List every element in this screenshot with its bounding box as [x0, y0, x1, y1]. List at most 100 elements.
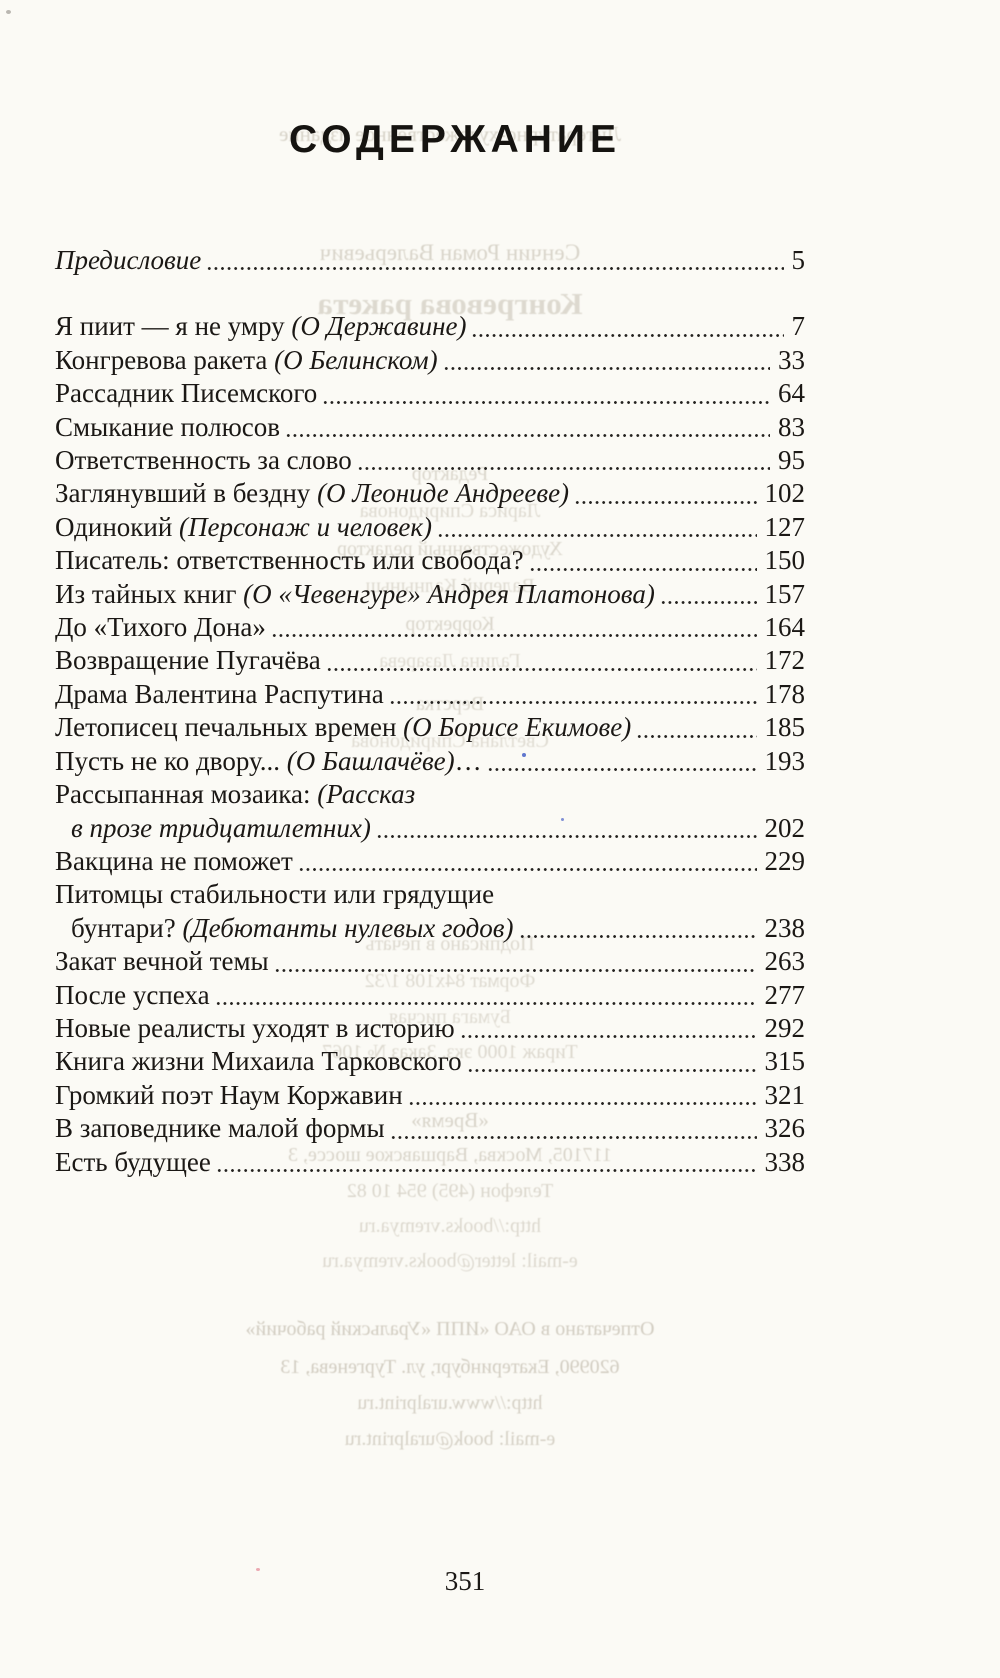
toc-title-segment: Закат вечной темы: [55, 946, 269, 977]
dot-leader: [297, 867, 757, 873]
toc-title-italic-segment: (О Державине): [291, 311, 467, 342]
toc-title-segment: Пусть не ко двору...: [55, 745, 287, 776]
dot-leader: [442, 366, 770, 372]
dot-leader: [325, 666, 757, 672]
toc-title-segment: Вакцина не поможет: [55, 845, 293, 876]
toc-title-italic-segment: (О Борисе Екимове): [403, 712, 632, 743]
toc-entry-page-number: 157: [764, 578, 806, 609]
toc-entry-title: После успеха: [55, 979, 210, 1012]
toc-title-segment: …: [454, 745, 482, 776]
toc-title-italic-segment: Предисловие: [55, 245, 202, 275]
toc-title-italic-segment: (Персонаж и человек): [179, 511, 432, 542]
toc-entry-title: Писатель: ответственность или свобода?: [55, 544, 524, 577]
toc-entry: После успеха 277: [55, 979, 805, 1012]
toc-title-italic-segment: (Рассказ: [317, 779, 416, 810]
dot-leader: [389, 1134, 757, 1140]
toc-title-italic-segment: (О Башлачёве): [286, 745, 455, 776]
dot-leader: [574, 499, 757, 505]
toc-entry-title: В заповеднике малой формы: [55, 1112, 385, 1145]
bleedthrough-ghost-text: e-mail: letter@books.vremya.ru: [322, 1250, 578, 1272]
toc-entry-page-number: 5: [791, 245, 806, 275]
toc-title-segment: Летописец печальных времен: [55, 712, 404, 743]
dot-leader: [459, 1034, 757, 1040]
toc-entry: бунтари? (Дебютанты нулевых годов) 238: [55, 912, 805, 945]
dot-leader: [273, 967, 757, 973]
toc-title-segment: В заповеднике малой формы: [55, 1113, 385, 1144]
toc-entry-title: Из тайных книг (О «Чевенгуре» Андрея Пла…: [55, 578, 655, 611]
toc-entry-page-number: 185: [764, 712, 806, 743]
dot-leader: [636, 733, 757, 739]
page-number: 351: [444, 1566, 486, 1596]
dot-leader: [471, 332, 784, 338]
toc-entry: Питомцы стабильности или грядущие: [55, 878, 805, 911]
dot-leader: [436, 533, 757, 539]
table-of-contents: Предисловие 5 Я пиит — я не умру (О Держав…: [55, 244, 805, 1179]
toc-title-italic-segment: (О Белинском): [274, 344, 438, 375]
toc-entry: Есть будущее 338: [55, 1146, 805, 1179]
toc-entry-title: Пусть не ко двору... (О Башлачёве)…: [55, 745, 482, 778]
toc-title-segment: Рассыпанная мозаика:: [55, 779, 318, 810]
toc-entry-title: Книга жизни Михаила Тарковского: [55, 1045, 462, 1078]
toc-title-segment: Смыкание полюсов: [55, 411, 281, 442]
toc-entry-title: Новые реалисты уходят в историю: [55, 1012, 455, 1045]
dot-leader: [486, 767, 757, 773]
toc-title-segment: Заглянувший в бездну: [55, 478, 318, 509]
toc-entry-title: Рассыпанная мозаика: (Рассказ: [55, 778, 415, 811]
dot-leader: [214, 1000, 757, 1006]
toc-title-segment: Драма Валентина Распутина: [55, 678, 384, 709]
toc-entry-page-number: 83: [778, 411, 805, 442]
toc-entry-page-number: 202: [764, 812, 806, 843]
toc-title-segment: Новые реалисты уходят в историю: [55, 1012, 455, 1043]
toc-entry: Книга жизни Михаила Тарковского 315: [55, 1045, 805, 1078]
toc-title-italic-segment: (Дебютанты нулевых годов): [182, 912, 514, 943]
toc-entry-title: Одинокий (Персонаж и человек): [55, 511, 432, 544]
toc-entry-title: Ответственность за слово: [55, 444, 352, 477]
toc-entry-title: Вакцина не поможет: [55, 845, 293, 878]
toc-entry-title: в прозе тридцатилетних): [71, 812, 371, 845]
toc-title-segment: Писатель: ответственность или свобода?: [55, 545, 524, 576]
toc-entry-title: Заглянувший в бездну (О Леониде Андрееве…: [55, 477, 569, 510]
toc-entry-page-number: 7: [791, 311, 806, 342]
toc-title-segment: Из тайных книг: [55, 578, 244, 609]
toc-entry-page-number: 315: [764, 1046, 806, 1077]
toc-entry: Драма Валентина Распутина 178: [55, 678, 805, 711]
page-title: СОДЕРЖАНИЕ: [289, 118, 621, 161]
toc-entry-page-number: 102: [764, 478, 806, 509]
toc-entry: в прозе тридцатилетних) 202: [55, 812, 805, 845]
toc-entry-page-number: 127: [764, 511, 806, 542]
toc-entry-page-number: 229: [764, 845, 806, 876]
bleedthrough-ghost-text: Телефон (495) 954 10 82: [346, 1180, 554, 1202]
toc-title-segment: Книга жизни Михаила Тарковского: [55, 1046, 462, 1077]
bleedthrough-ghost-text: 620990, Екатеринбург, ул. Тургенева, 13: [280, 1356, 620, 1378]
toc-title-segment: Одинокий: [55, 511, 180, 542]
toc-entry-title: До «Тихого Дона»: [55, 611, 266, 644]
toc-entry: Возвращение Пугачёва 172: [55, 644, 805, 677]
dot-leader: [388, 700, 757, 706]
toc-entry-title: Громкий поэт Наум Коржавин: [55, 1079, 403, 1112]
toc-entry-title: Предисловие: [55, 244, 201, 277]
toc-title-segment: Конгревова ракета: [55, 344, 275, 375]
toc-entry-page-number: 33: [778, 344, 805, 375]
dot-leader: [215, 1167, 757, 1173]
toc-entry-title: Я пиит — я не умру (О Державине): [55, 310, 466, 343]
dot-leader: [466, 1067, 757, 1073]
toc-entry: Я пиит — я не умру (О Державине) 7: [55, 310, 805, 343]
toc-entry-page-number: 164: [764, 612, 806, 643]
toc-title-italic-segment: (О Леониде Андрееве): [317, 478, 570, 509]
toc-title-italic-segment: (О «Чевенгуре» Андрея Платонова): [243, 578, 655, 609]
toc-entry-title: Закат вечной темы: [55, 945, 269, 978]
toc-title-segment: бунтари?: [71, 912, 183, 943]
toc-entry-page-number: 150: [764, 545, 806, 576]
dot-leader: [518, 934, 757, 940]
toc-entry-page-number: 338: [764, 1146, 806, 1177]
toc-title-segment: Я пиит — я не умру: [55, 311, 292, 342]
bleedthrough-ghost-text: http://books.vremya.ru: [358, 1215, 542, 1237]
toc-entry-title: бунтари? (Дебютанты нулевых годов): [71, 912, 514, 945]
dot-leader: [285, 433, 770, 439]
dot-leader: [356, 466, 770, 472]
dot-leader: [407, 1101, 757, 1107]
toc-entry: Новые реалисты уходят в историю 292: [55, 1012, 805, 1045]
toc-entry-page-number: 95: [778, 445, 805, 476]
toc-entry: Смыкание полюсов 83: [55, 411, 805, 444]
